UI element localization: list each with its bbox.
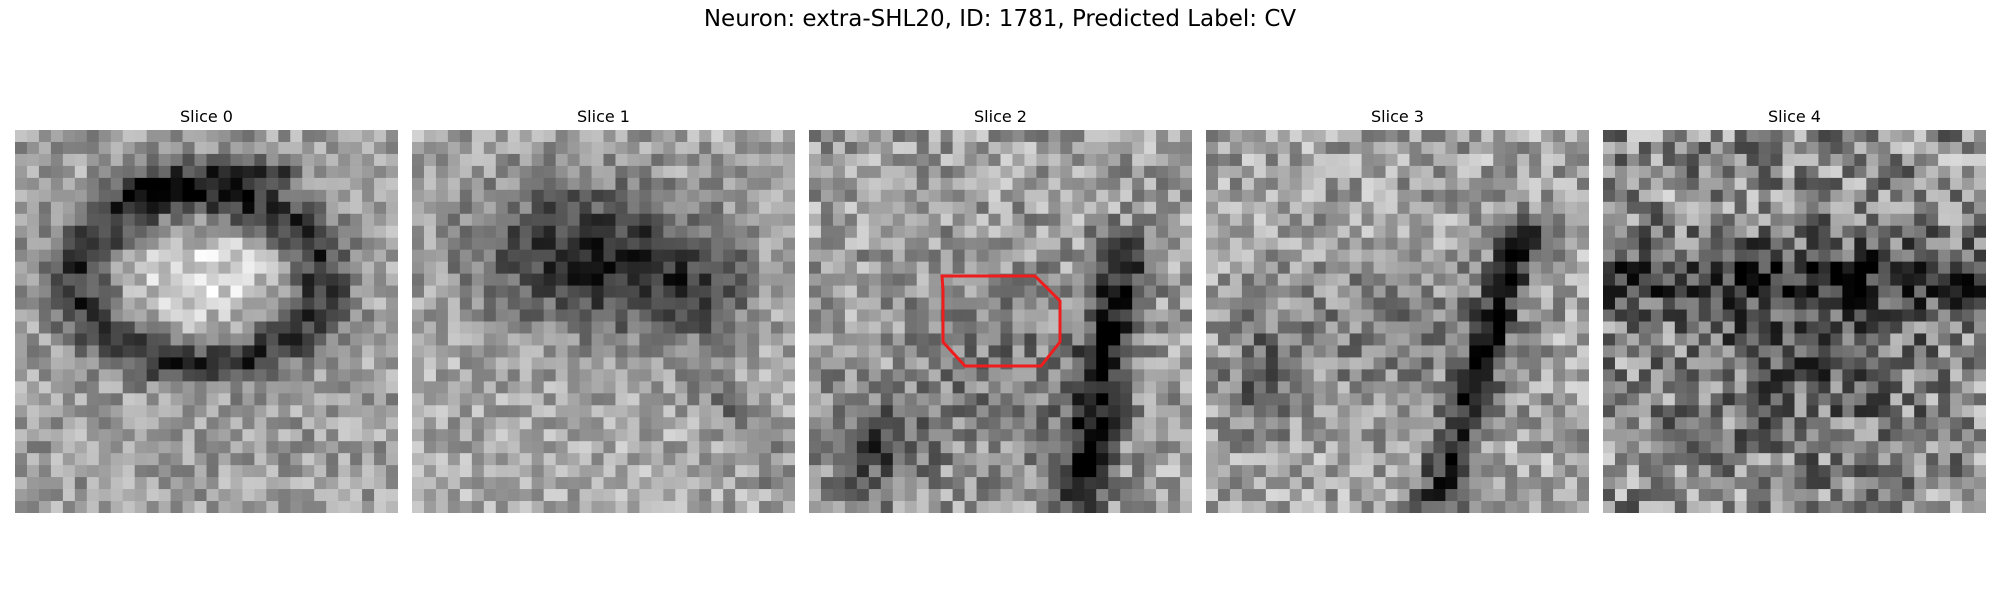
slice-image <box>15 130 398 513</box>
roi-octagon-outline <box>940 274 1062 368</box>
slice-title: Slice 4 <box>1768 107 1821 126</box>
pixel-grid <box>15 130 398 513</box>
slice-image <box>412 130 795 513</box>
slice-image <box>1206 130 1589 513</box>
slice-panel-3: Slice 3 <box>1206 104 1589 513</box>
slice-panel-4: Slice 4 <box>1603 104 1986 513</box>
slice-panel-1: Slice 1 <box>412 104 795 513</box>
slice-image <box>809 130 1192 513</box>
pixel-grid <box>809 130 1192 513</box>
slice-panel-2: Slice 2 <box>809 104 1192 513</box>
slice-panel-0: Slice 0 <box>15 104 398 513</box>
pixel-grid <box>1206 130 1589 513</box>
pixel-grid <box>412 130 795 513</box>
slice-title: Slice 2 <box>974 107 1027 126</box>
slice-image <box>1603 130 1986 513</box>
slice-title: Slice 3 <box>1371 107 1424 126</box>
pixel-grid <box>1603 130 1986 513</box>
slice-title: Slice 1 <box>577 107 630 126</box>
figure-title: Neuron: extra-SHL20, ID: 1781, Predicted… <box>703 6 1297 32</box>
slice-title: Slice 0 <box>180 107 233 126</box>
